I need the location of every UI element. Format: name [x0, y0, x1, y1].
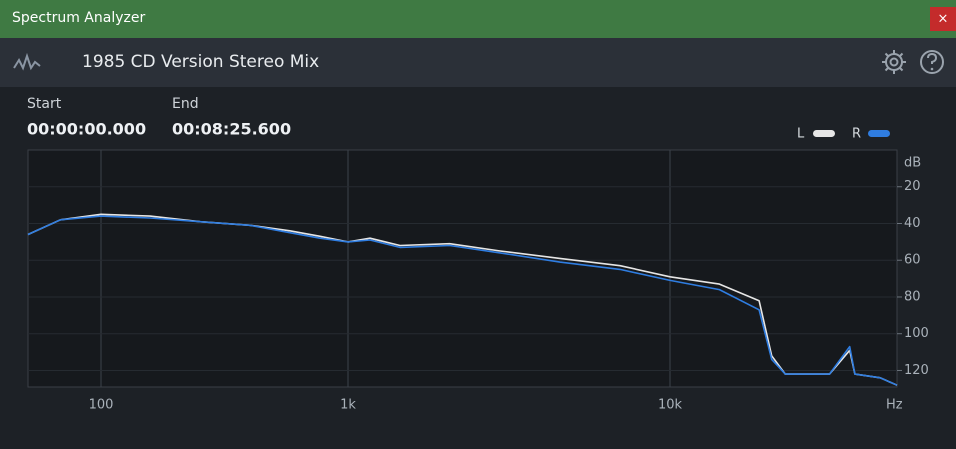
analyzer-icon	[13, 52, 41, 71]
y-axis-unit: dB	[904, 156, 921, 171]
help-button[interactable]	[920, 50, 944, 74]
legend-label: L	[797, 127, 805, 142]
close-icon[interactable]: ×	[938, 12, 949, 27]
legend-swatch	[868, 130, 890, 137]
plot-layer: 100 1k 10k 20 40 60 80 100 120 dB Hz L R	[27, 127, 929, 413]
settings-button[interactable]	[882, 50, 906, 74]
y-tick-label: 120	[904, 363, 929, 378]
close-button[interactable]	[930, 7, 956, 31]
end-time: 00:08:25.600	[172, 120, 291, 139]
spectrum-line	[27, 215, 898, 386]
end-label: End	[172, 96, 199, 112]
legend-label: R	[852, 127, 861, 142]
x-tick-label: 1k	[340, 398, 356, 413]
x-axis-unit: Hz	[886, 398, 903, 413]
y-tick-label: 60	[904, 253, 921, 268]
y-tick-label: 80	[904, 289, 921, 304]
x-tick-label: 10k	[658, 398, 683, 413]
y-tick-label: 40	[904, 216, 921, 231]
header-title: 1985 CD Version Stereo Mix	[82, 52, 319, 72]
window-title: Spectrum Analyzer	[12, 10, 145, 26]
plot-area	[27, 149, 898, 388]
x-tick-label: 100	[89, 398, 114, 413]
start-time: 00:00:00.000	[27, 120, 146, 139]
title-bar	[0, 0, 956, 38]
start-label: Start	[27, 96, 62, 112]
y-tick-label: 20	[904, 179, 921, 194]
legend-swatch	[813, 130, 835, 137]
y-tick-label: 100	[904, 326, 929, 341]
header-bar	[0, 38, 956, 87]
